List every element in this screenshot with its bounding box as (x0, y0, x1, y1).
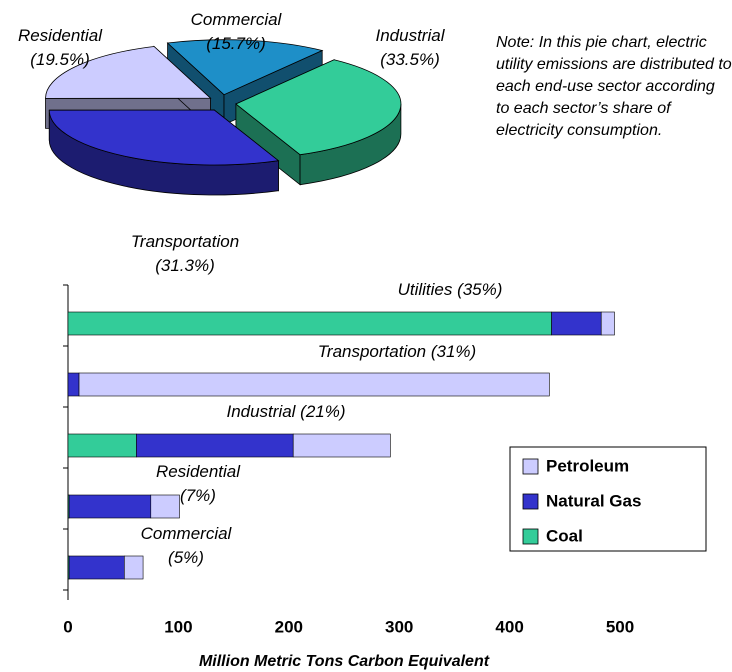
legend-swatch (522, 528, 539, 545)
x-tick-label: 400 (495, 617, 523, 636)
x-tick-label: 300 (385, 617, 413, 636)
pie-slice (235, 59, 402, 156)
legend-label: Natural Gas (546, 491, 641, 510)
bar-segment (124, 555, 144, 580)
bar-segment (68, 494, 152, 519)
annotation: Note: In this pie chart, electric utilit… (496, 34, 732, 139)
bar-segment (67, 311, 552, 336)
x-axis-label: Million Metric Tons Carbon Equivalent (199, 653, 490, 670)
category-label: Residential (7%) (155, 462, 241, 505)
bar-segment (136, 433, 294, 458)
pie-slice (48, 109, 280, 166)
pie-slice-group (48, 109, 280, 196)
x-tick-label: 0 (63, 617, 72, 636)
legend-swatch (522, 493, 539, 510)
pie-value-label: (33.5%) (380, 50, 440, 69)
pie-value-label: (31.3%) (155, 256, 215, 275)
legend-label: Petroleum (546, 456, 629, 475)
bar-segment (78, 372, 550, 397)
bar-segment (67, 433, 137, 458)
pie-slice (166, 39, 324, 96)
x-tick-label: 100 (164, 617, 192, 636)
pie-value-label: (19.5%) (30, 50, 90, 69)
pie-label: Commercial (190, 10, 282, 29)
pie-label: Industrial (375, 26, 445, 45)
x-tick-label: 500 (606, 617, 634, 636)
pie-slice-group (235, 59, 402, 186)
bar-segment (68, 555, 125, 580)
category-label: Utilities (35%) (397, 280, 503, 299)
legend-label: Coal (546, 526, 583, 545)
legend-box (509, 446, 707, 552)
x-tick-label: 200 (275, 617, 303, 636)
category-label: Industrial (21%) (226, 402, 346, 421)
pie-slice (45, 46, 212, 99)
bar-segment (67, 372, 80, 397)
pie-label: Transportation (130, 232, 240, 251)
bar-segment (600, 311, 615, 336)
category-label: Commercial (5%) (140, 524, 232, 567)
bar-segment (150, 494, 180, 519)
pie-value-label: (15.7%) (206, 34, 266, 53)
pie-label: Residential (17, 26, 103, 45)
legend-swatch (522, 458, 539, 475)
bar-segment (551, 311, 602, 336)
bar-segment (292, 433, 391, 458)
category-label: Transportation (31%) (317, 342, 477, 361)
